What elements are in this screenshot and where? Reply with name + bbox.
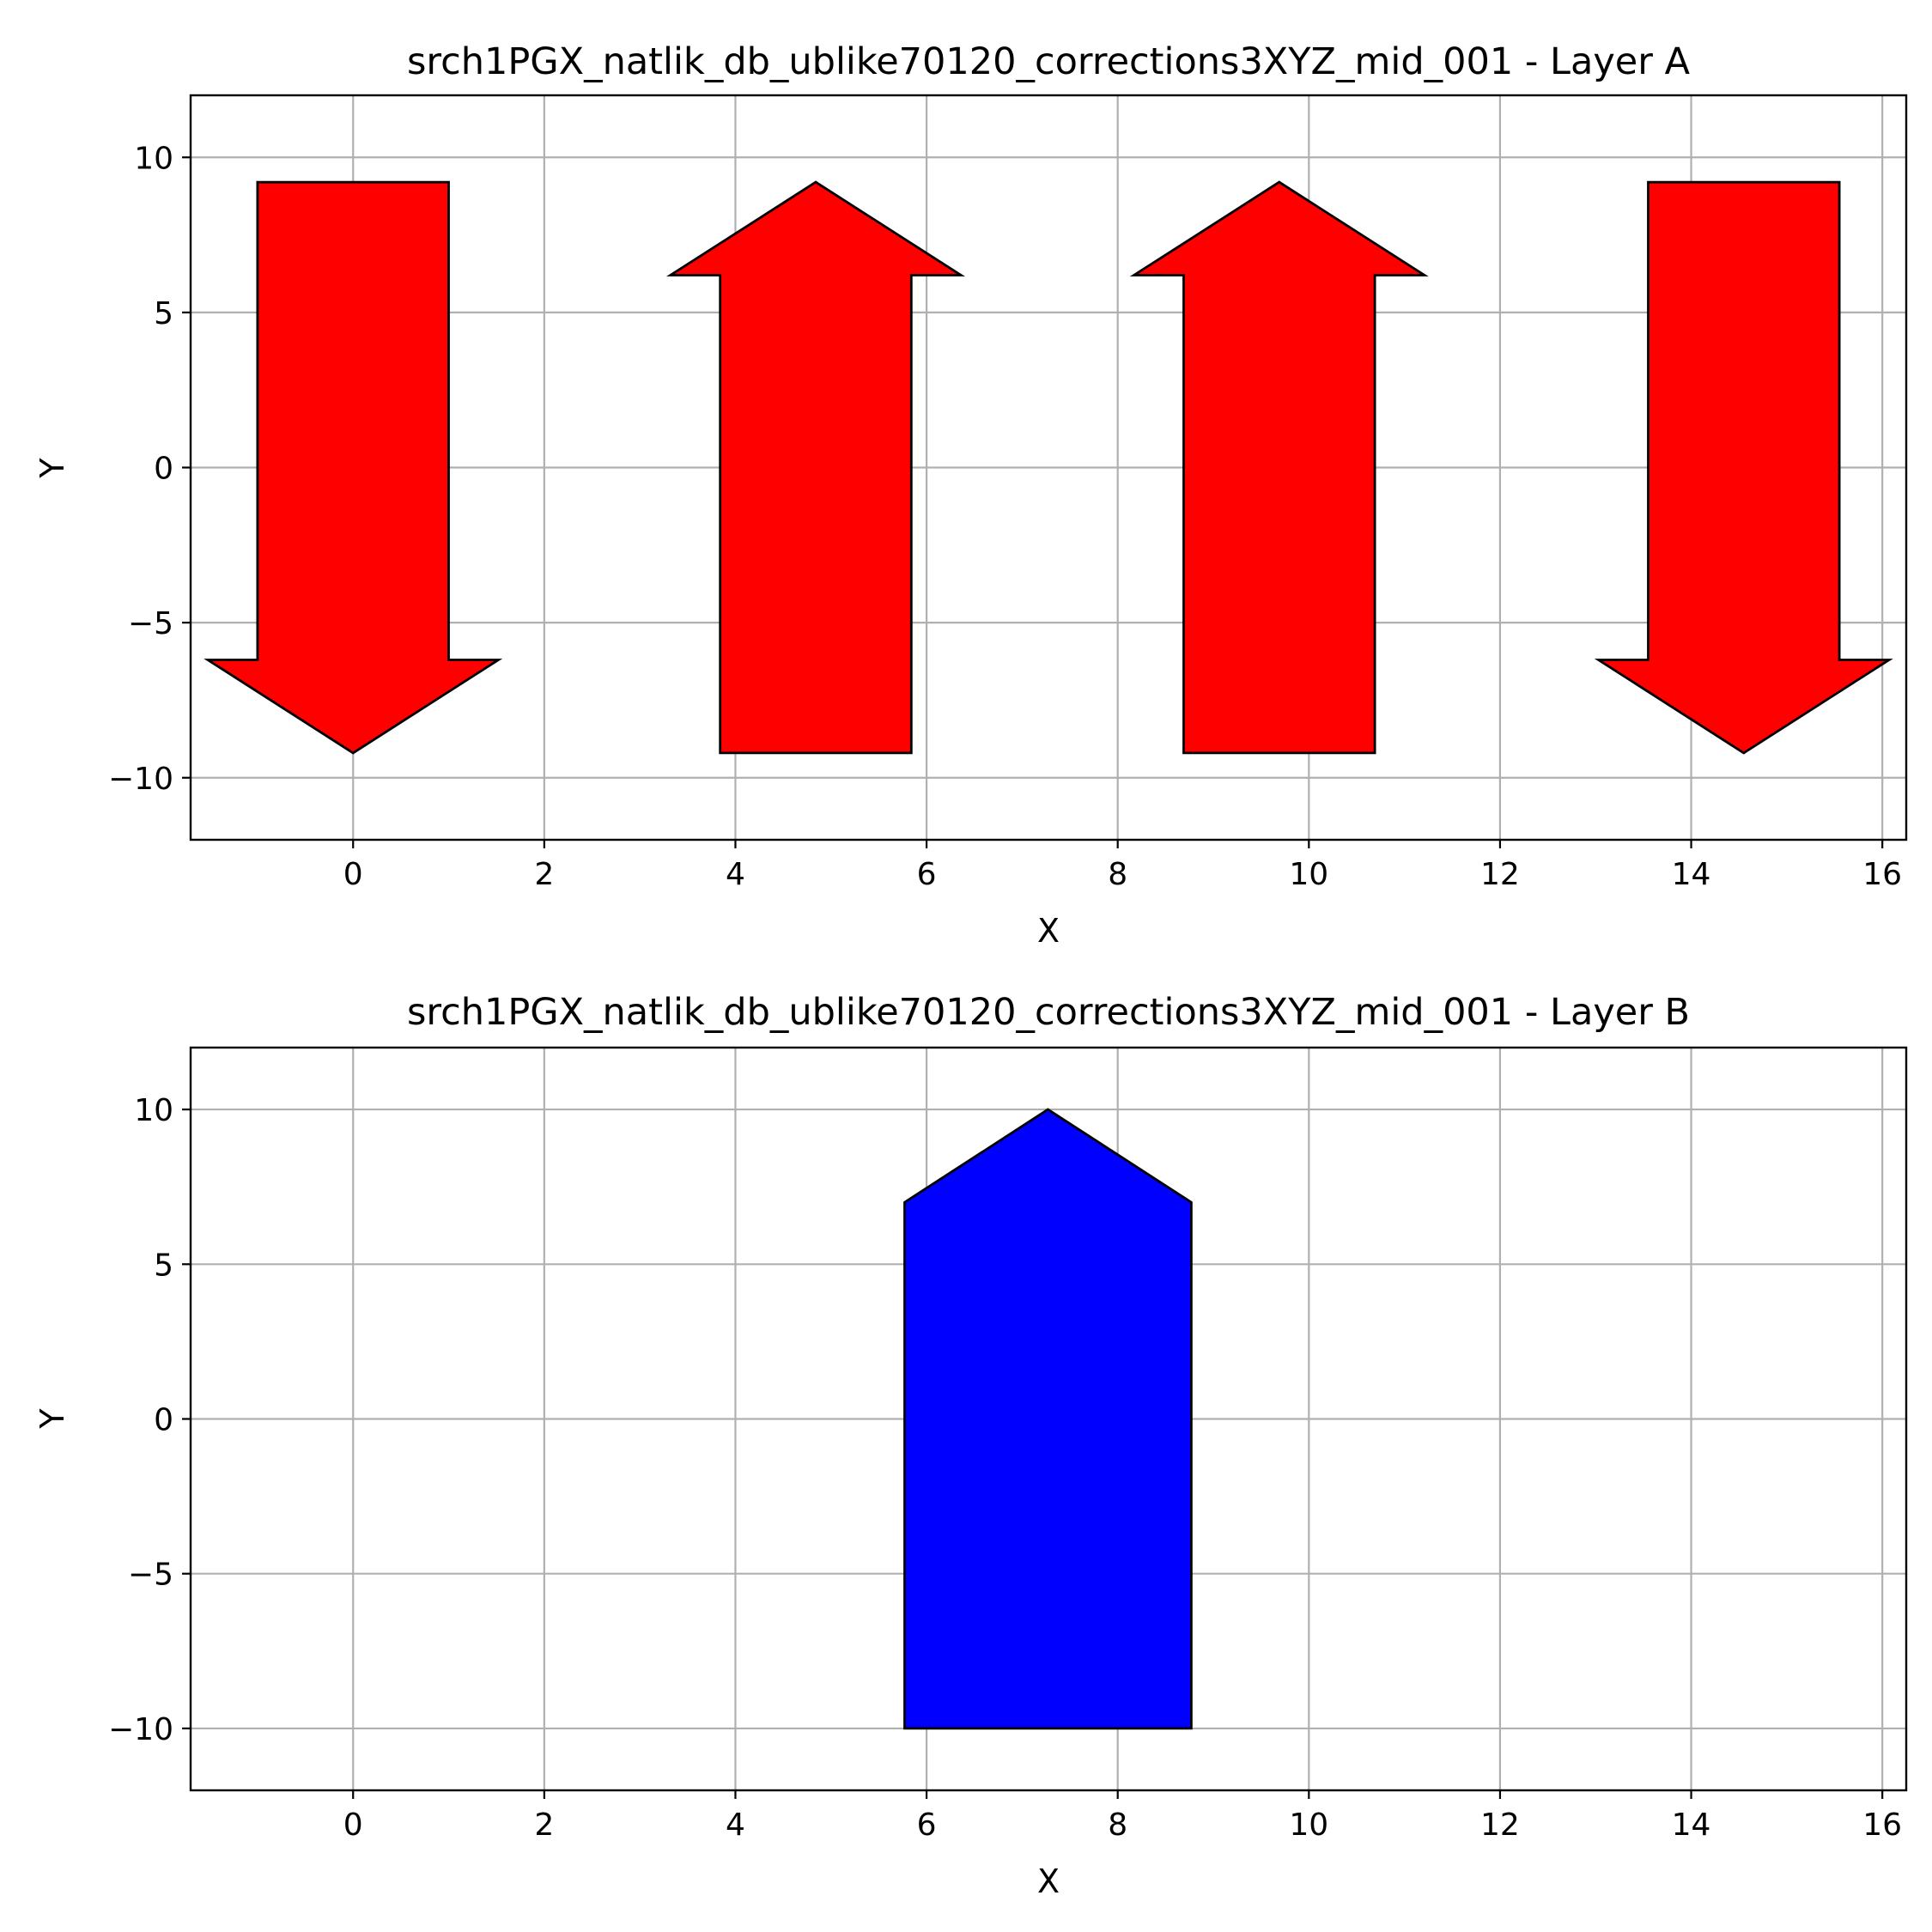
layer-b-x-tick-label: 10: [1289, 1807, 1328, 1843]
layer-b-y-tick-label: 0: [154, 1403, 173, 1438]
layer-b-x-tick-label: 2: [534, 1807, 554, 1843]
layer-b-x-tick-label: 8: [1108, 1807, 1127, 1843]
layer-a-y-tick-label: 0: [154, 452, 173, 487]
layer-a-shapes: [204, 180, 1893, 755]
layer-a-x-tick-label: 0: [343, 857, 363, 892]
layer-b-shapes: [903, 1108, 1193, 1730]
layer-a-arrow-up-shape-3: [1129, 180, 1429, 755]
layer-b-x-axis-label: X: [1037, 1862, 1060, 1900]
layer-a-y-tick-label: −5: [128, 606, 173, 641]
layer-a-arrow-up-shape-2: [666, 180, 965, 755]
layer-a-x-tick-label: 10: [1289, 857, 1328, 892]
layer-a-x-axis-label: X: [1037, 912, 1060, 950]
layer-a-x-tick-label: 6: [917, 857, 937, 892]
layer-a-x-tick-label: 12: [1480, 857, 1520, 892]
layer-a-y-axis-label: Y: [33, 458, 71, 479]
layer-a-y-tick-label: 10: [134, 141, 173, 176]
layer-b-y-tick-label: −5: [128, 1558, 173, 1593]
layer-b-y-axis-label: Y: [33, 1408, 71, 1430]
layer-b-y-tick-label: 5: [154, 1248, 173, 1283]
layer-a-x-tick-label: 8: [1108, 857, 1127, 892]
layer-a-x-tick-label: 2: [534, 857, 554, 892]
layer-a-y-tick-label: 5: [154, 296, 173, 331]
layer-b-y-tick-label: −10: [108, 1712, 173, 1747]
layer-a-x-tick-label: 4: [726, 857, 745, 892]
layer-a-x-tick-label: 14: [1672, 857, 1711, 892]
layer-b-x-tick-label: 16: [1862, 1807, 1902, 1843]
layer-b-ticks: 0 2 4 6 8 10 12 14 16 10 5 0 −5 −10: [108, 1093, 1902, 1843]
layer-a-arrow-down-shape-4: [1594, 180, 1893, 755]
layer-b-x-tick-label: 12: [1480, 1807, 1520, 1843]
layer-b-pentagon-shape-1: [903, 1108, 1193, 1730]
layer-b-title: srch1PGX_natlik_db_ublike70120_correctio…: [407, 991, 1690, 1034]
layer-a-ticks: 0 2 4 6 8 10 12 14 16 10 5 0 −5 −10: [108, 141, 1902, 892]
layer-b-panel: srch1PGX_natlik_db_ublike70120_correctio…: [33, 991, 1908, 1900]
layer-b-x-tick-label: 14: [1672, 1807, 1711, 1843]
layer-a-y-tick-label: −10: [108, 762, 173, 797]
layer-b-x-tick-label: 6: [917, 1807, 937, 1843]
layer-b-x-tick-label: 0: [343, 1807, 363, 1843]
layer-b-x-tick-label: 4: [726, 1807, 745, 1843]
layer-a-title: srch1PGX_natlik_db_ublike70120_correctio…: [407, 40, 1691, 83]
layer-b-y-tick-label: 10: [134, 1093, 173, 1128]
layer-a-arrow-down-shape-1: [204, 180, 503, 755]
layer-a-panel: srch1PGX_natlik_db_ublike70120_correctio…: [33, 40, 1908, 950]
layer-a-x-tick-label: 16: [1862, 857, 1902, 892]
